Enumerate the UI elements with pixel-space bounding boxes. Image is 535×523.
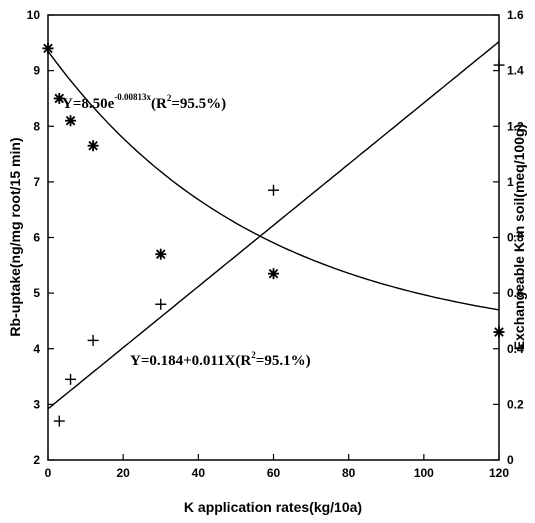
plus-point <box>65 373 77 385</box>
x-tick-label: 0 <box>45 466 52 480</box>
asterisk-point <box>493 326 505 338</box>
plus-point <box>268 184 279 196</box>
y-right-tick-label: 0.4 <box>507 342 524 356</box>
x-tick-label: 20 <box>116 466 130 480</box>
y-right-tick-label: 0.8 <box>507 231 524 245</box>
exp-fit-curve <box>47 50 500 311</box>
marker-stroke <box>65 115 76 126</box>
asterisk-point <box>42 42 54 54</box>
exp-fit-equation: Y=8.50e-0.00813x(R2=95.5%) <box>62 92 226 112</box>
marker-stroke <box>155 249 166 259</box>
y-right-tick-label: 1.2 <box>507 119 524 133</box>
y-left-tick-label: 8 <box>33 119 40 133</box>
plus-point <box>155 298 167 310</box>
y-right-tick-label: 0.2 <box>507 397 524 411</box>
plus-point <box>493 59 505 71</box>
y-right-axis-title: Exchangeable K in soil(meq/100g) <box>511 124 527 350</box>
asterisk-point <box>155 248 167 260</box>
asterisk-point <box>268 268 279 280</box>
y-left-tick-label: 10 <box>27 8 41 22</box>
y-right-tick-label: 1.6 <box>507 8 524 22</box>
asterisk-point <box>65 115 77 127</box>
asterisk-point <box>87 140 99 152</box>
x-tick-label: 100 <box>414 466 434 480</box>
y-right-tick-label: 0.6 <box>507 286 524 300</box>
plot-frame <box>47 14 500 461</box>
x-tick-label: 40 <box>192 466 206 480</box>
x-tick-label: 60 <box>267 466 281 480</box>
y-left-tick-label: 2 <box>33 453 40 467</box>
y-left-tick-label: 9 <box>33 64 40 78</box>
plus-point <box>53 415 65 427</box>
y-right-tick-label: 1 <box>507 175 514 189</box>
linear-fit-line <box>47 41 500 410</box>
y-left-tick-label: 4 <box>33 342 40 356</box>
asterisk-point <box>53 92 65 104</box>
plus-point <box>87 334 99 346</box>
y-left-tick-label: 6 <box>33 231 40 245</box>
marker-stroke <box>54 93 65 104</box>
fit-layer <box>47 41 500 410</box>
linear-fit-equation: Y=0.184+0.011X(R2=95.1%) <box>130 350 311 369</box>
marker-stroke <box>494 327 504 337</box>
x-tick-label: 80 <box>342 466 356 480</box>
y-right-tick-label: 1.4 <box>507 64 524 78</box>
marker-stroke <box>43 43 53 54</box>
y-right-tick-label: 0 <box>507 453 514 467</box>
y-left-tick-label: 5 <box>33 286 40 300</box>
x-axis-title: K application rates(kg/10a) <box>184 499 362 515</box>
points-layer <box>42 42 505 427</box>
ticks-layer: 0 20 40 60 80 100 120234567891000.20.40.60.811… <box>27 8 524 480</box>
x-tick-label: 120 <box>489 466 509 480</box>
y-left-tick-label: 7 <box>33 175 40 189</box>
marker-stroke <box>268 268 279 279</box>
y-left-axis-title: Rb-uptake(ng/mg root/15 min) <box>7 137 23 336</box>
marker-stroke <box>88 140 98 151</box>
y-left-tick-label: 3 <box>33 397 40 411</box>
